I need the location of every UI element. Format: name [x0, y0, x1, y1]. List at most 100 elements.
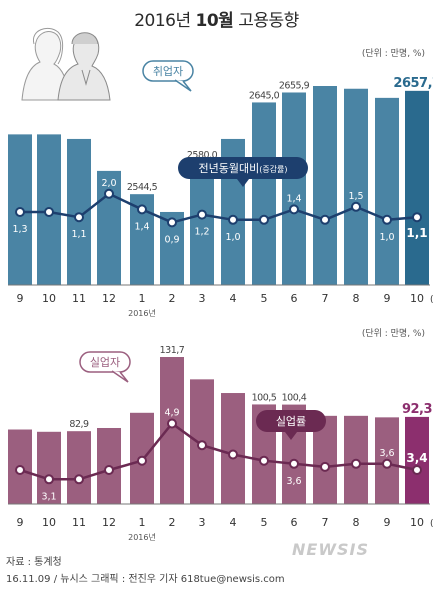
- bar-legend-bubble: [79, 351, 131, 373]
- bar-legend-bubble: [142, 60, 194, 82]
- bar: [405, 90, 429, 285]
- bar-value-label: 2544,5: [127, 182, 158, 193]
- line-point: [104, 188, 114, 199]
- x-tick-label: 3: [199, 292, 206, 305]
- bar: [67, 431, 91, 504]
- people-illustration: [21, 28, 111, 101]
- x-tick-label: 3: [199, 516, 206, 529]
- x-tick-label: 5: [261, 292, 268, 305]
- bar-value-label: 2655,9: [279, 80, 310, 91]
- series-line: [20, 192, 418, 224]
- bar: [282, 92, 306, 285]
- line-legend-bubble: [178, 157, 308, 179]
- line-value-label: 1,0: [225, 232, 240, 243]
- line-point: [15, 207, 25, 217]
- page-title: 2016년 10월 고용동향: [0, 6, 433, 31]
- line-point: [289, 204, 299, 215]
- bar-legend-label: 취업자: [153, 65, 183, 78]
- x-tick-label: 9: [17, 292, 24, 305]
- x-tick-label: 11: [72, 292, 86, 305]
- x-tick-label: 12: [102, 516, 116, 529]
- bar: [190, 161, 214, 285]
- line-point: [320, 461, 330, 472]
- x-tick-label: 4: [230, 516, 237, 529]
- line-point: [228, 449, 238, 460]
- line-point: [351, 458, 361, 469]
- bar-value-label: 2657,7: [393, 76, 433, 91]
- x-tick-label: 6: [291, 516, 298, 529]
- line-point: [320, 214, 330, 225]
- bar-value-label: 2580,0: [187, 150, 218, 161]
- line-value-label: 0,9: [164, 234, 179, 245]
- bar: [344, 88, 368, 286]
- bar: [375, 97, 399, 285]
- line-value-label: 1,3: [12, 224, 27, 235]
- x-tick-label: 10: [42, 516, 56, 529]
- line-point: [137, 204, 147, 215]
- line-point: [15, 465, 25, 475]
- line-point: [167, 418, 177, 429]
- line-value-label: 1,1: [71, 229, 86, 240]
- x-tick-label: 5: [261, 516, 268, 529]
- bar-legend-label: 실업자: [90, 356, 120, 369]
- bar-value-label: 82,9: [69, 419, 89, 430]
- year-label: 2016년: [128, 308, 156, 318]
- title-month: 10월: [195, 11, 234, 31]
- x-tick-label: 9: [384, 292, 391, 305]
- bar: [252, 102, 276, 286]
- unit-label-bottom: (단위 : 만명, %): [361, 329, 425, 339]
- line-legend-bubble: [256, 410, 326, 432]
- series-line: [19, 421, 418, 481]
- line-point: [44, 474, 54, 485]
- line-point: [197, 440, 207, 451]
- x-tick-label: 1: [139, 292, 146, 305]
- bar-value-label: 92,3: [402, 402, 433, 417]
- x-tick-label: 2: [169, 292, 176, 305]
- line-point: [259, 214, 269, 225]
- line-value-label: 1,4: [286, 193, 301, 204]
- x-tick-label: 4: [230, 292, 237, 305]
- bar: [221, 393, 245, 504]
- x-tick-label: 12: [102, 292, 116, 305]
- line-point: [74, 212, 84, 223]
- line-point: [289, 458, 299, 469]
- newsis-logo: NEWSIS: [292, 540, 369, 559]
- x-tick-label: 10: [410, 516, 424, 529]
- x-tick-label: 10: [42, 292, 56, 305]
- line-value-label: 1,2: [194, 227, 209, 238]
- bar: [313, 86, 337, 285]
- bar-legend-pointer: [174, 79, 192, 92]
- line-point: [351, 201, 361, 212]
- x-tick-label: 11: [72, 516, 86, 529]
- bar-value-label: 100,4: [282, 393, 307, 404]
- line-value-label: 1,4: [134, 221, 149, 232]
- line-point: [382, 214, 392, 225]
- x-tick-label: 9: [17, 516, 24, 529]
- bar-value-label: 2645,0: [249, 90, 280, 101]
- line-value-label: 3,1: [41, 491, 56, 502]
- line-value-label: 4,9: [164, 408, 179, 419]
- x-tick-label: 8: [353, 516, 360, 529]
- bar: [405, 416, 429, 504]
- line-legend-label: 실업률: [276, 415, 306, 428]
- x-tick-suffix: (월): [430, 293, 433, 305]
- line-value-label: 3,4: [406, 451, 427, 465]
- x-tick-label: 9: [384, 516, 391, 529]
- line-point: [197, 209, 207, 220]
- bar-value-label: 131,7: [160, 345, 185, 356]
- line-legend-pointer: [237, 179, 249, 187]
- bar-value-label: 100,5: [252, 392, 277, 403]
- title-year: 2016년: [134, 11, 196, 31]
- x-tick-label: 1: [139, 516, 146, 529]
- x-tick-label: 2: [169, 516, 176, 529]
- line-point: [167, 217, 177, 228]
- line-value-label: 2,0: [101, 178, 116, 189]
- x-tick-label: 7: [322, 516, 329, 529]
- line-point: [74, 474, 84, 485]
- x-tick-label: 7: [322, 292, 329, 305]
- line-point: [412, 465, 422, 475]
- line-legend-label: 전년동월대비(증감률): [198, 162, 287, 175]
- line-value-label: 1,1: [406, 226, 427, 240]
